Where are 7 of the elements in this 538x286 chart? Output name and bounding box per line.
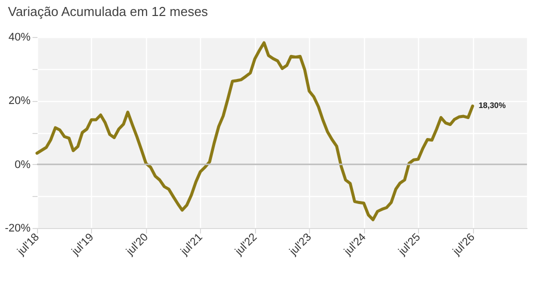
annotation: 18,30% xyxy=(478,101,506,110)
y-tick-label: 40% xyxy=(8,32,31,44)
y-tick-label: 20% xyxy=(8,95,31,108)
chart-title: Variação Acumulada em 12 meses xyxy=(8,4,208,19)
y-tick-label: 0% xyxy=(14,158,31,171)
line-series xyxy=(36,41,474,222)
y-tick-label: -20% xyxy=(4,222,31,234)
